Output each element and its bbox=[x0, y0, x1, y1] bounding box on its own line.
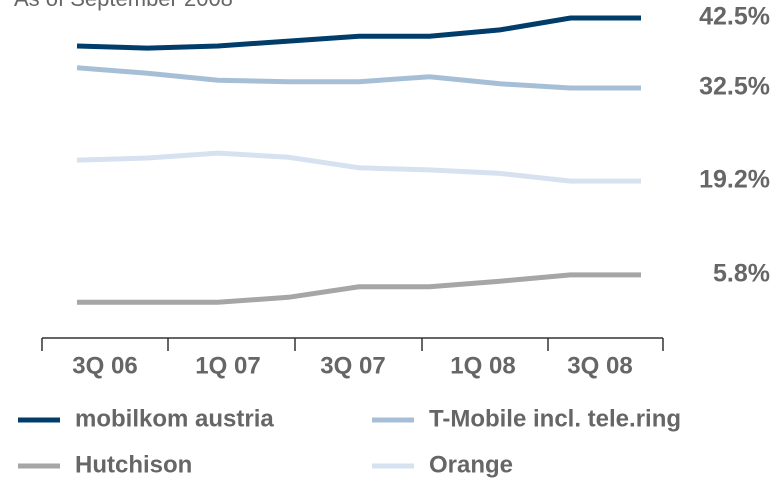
x-tick-label: 3Q 07 bbox=[320, 352, 385, 379]
x-tick-label: 3Q 06 bbox=[72, 352, 137, 379]
end-label: 42.5% bbox=[699, 3, 770, 31]
x-tick-label: 1Q 08 bbox=[450, 352, 515, 379]
end-label: 5.8% bbox=[713, 260, 770, 288]
x-axis bbox=[41, 337, 664, 351]
chart-subtitle: As of September 2008 bbox=[14, 0, 233, 11]
x-tick-label: 1Q 07 bbox=[195, 352, 260, 379]
end-label: 19.2% bbox=[699, 166, 770, 194]
series-line bbox=[76, 150, 641, 184]
legend-label: T-Mobile incl. tele.ring bbox=[429, 405, 681, 432]
end-label: 32.5% bbox=[699, 73, 770, 101]
series-line bbox=[77, 272, 641, 305]
legend-label: Orange bbox=[429, 451, 513, 478]
x-tick-label: 3Q 08 bbox=[567, 352, 632, 379]
series-line bbox=[76, 65, 641, 91]
legend-label: Hutchison bbox=[75, 451, 192, 478]
legend-label: mobilkom austria bbox=[75, 405, 274, 432]
series-line bbox=[76, 15, 641, 51]
